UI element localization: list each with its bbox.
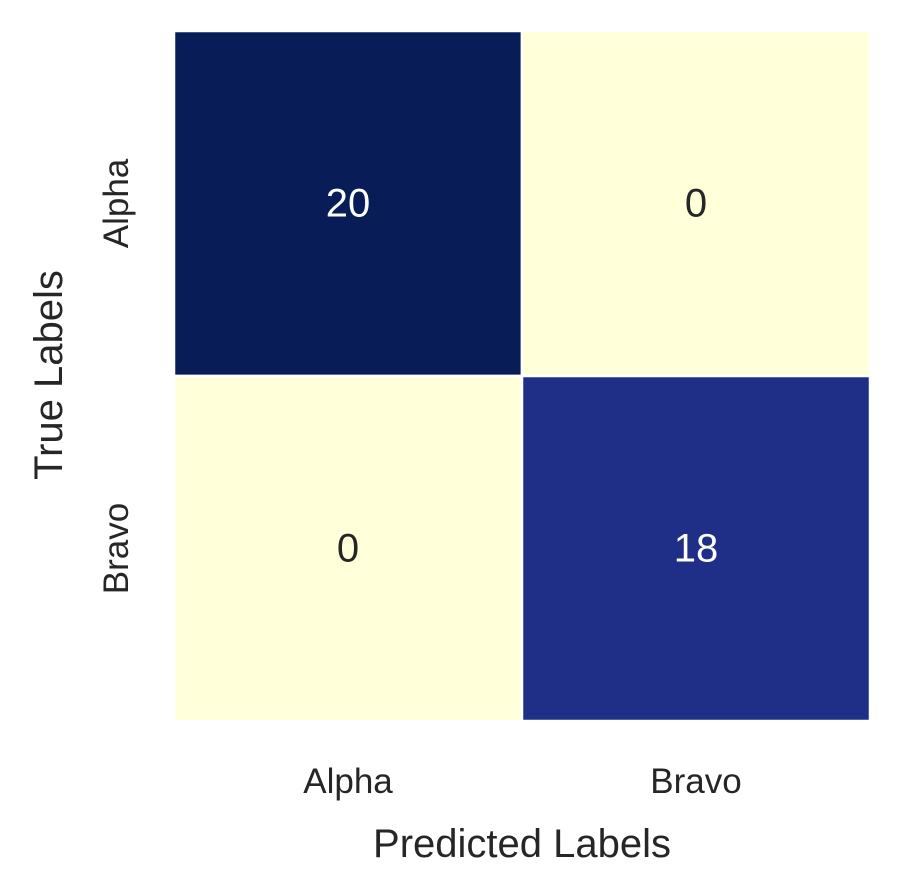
cell-value-label: 0	[685, 182, 707, 226]
cell-value-label: 20	[326, 182, 371, 226]
y-tick-label-alpha: Alpha	[97, 158, 136, 248]
heatmap-cell-bravo-bravo	[520, 374, 872, 723]
y-axis-title: True Labels	[27, 270, 71, 480]
heatmap-cell-alpha-bravo	[520, 29, 872, 378]
heatmap-cell-bravo-alpha	[172, 374, 524, 723]
heatmap-cell-alpha-alpha	[172, 29, 524, 378]
y-tick-label-bravo: Bravo	[97, 503, 136, 594]
cell-value-label: 0	[337, 527, 359, 571]
y-tick-labels: Alpha Bravo	[97, 158, 136, 594]
x-tick-labels: Alpha Bravo	[303, 762, 741, 801]
cell-value-label: 18	[674, 527, 719, 571]
x-tick-label-alpha: Alpha	[303, 762, 393, 801]
heatmap-cells: 20 0 0 18	[172, 29, 872, 723]
x-axis-title: Predicted Labels	[373, 822, 671, 866]
x-tick-label-bravo: Bravo	[650, 762, 741, 801]
